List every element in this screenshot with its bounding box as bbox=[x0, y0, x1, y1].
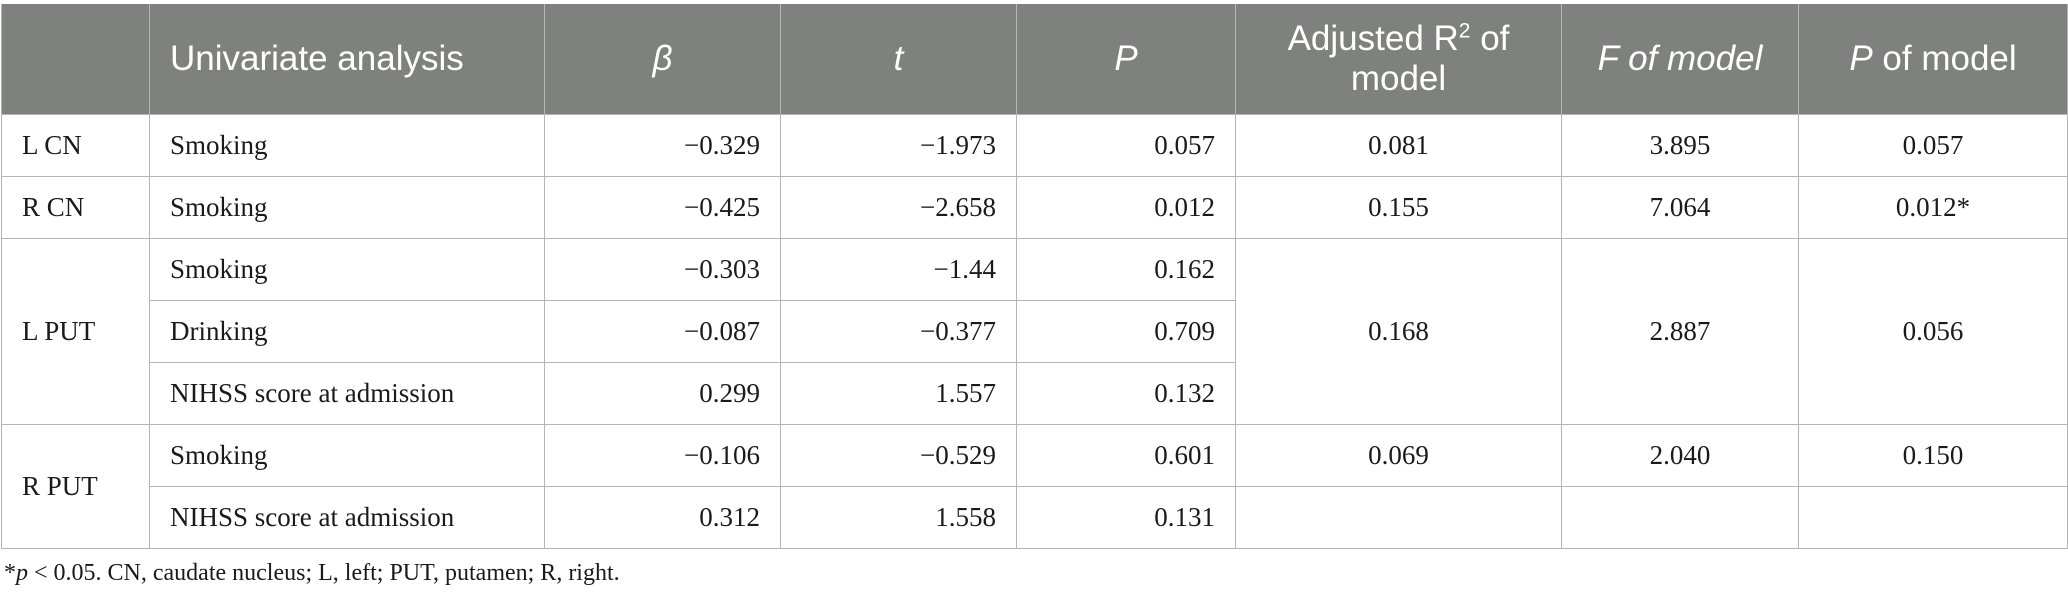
variable-cell: Smoking bbox=[149, 114, 545, 177]
p-model-cell: 0.012* bbox=[1798, 176, 2068, 239]
table-row: L PUT Smoking −0.303 −1.44 0.162 0.168 2… bbox=[1, 238, 2068, 425]
header-adjusted-r2-post: of model bbox=[1350, 19, 1510, 98]
header-region bbox=[1, 4, 150, 115]
p-model-cell: 0.056 bbox=[1798, 238, 2068, 425]
p-cell: 0.162 bbox=[1016, 238, 1236, 301]
table-row: Drinking −0.087 −0.377 0.709 bbox=[2, 300, 2068, 363]
header-f-of-model: F of model bbox=[1561, 4, 1799, 115]
p-cell: 0.057 bbox=[1016, 114, 1236, 177]
adjusted-r2-cell: 0.168 bbox=[1235, 238, 1562, 425]
f-cell: 3.895 bbox=[1561, 114, 1799, 177]
header-t: t bbox=[780, 4, 1017, 115]
t-cell: 1.558 bbox=[780, 486, 1017, 549]
variable-cell: Smoking bbox=[149, 424, 545, 487]
beta-cell: −0.329 bbox=[544, 114, 781, 177]
beta-cell: −0.106 bbox=[544, 424, 781, 487]
variable-cell: NIHSS score at admission bbox=[149, 362, 545, 425]
t-cell: −2.658 bbox=[780, 176, 1017, 239]
empty-cell bbox=[1798, 486, 2068, 549]
region-cell: L PUT bbox=[1, 238, 150, 425]
empty-cell bbox=[1235, 486, 1562, 549]
beta-cell: −0.303 bbox=[544, 238, 781, 301]
footnote-p: p bbox=[16, 560, 28, 586]
p-cell: 0.131 bbox=[1016, 486, 1236, 549]
header-adjusted-r2-sup: 2 bbox=[1458, 19, 1471, 43]
region-cell: R PUT bbox=[1, 424, 150, 549]
beta-cell: −0.425 bbox=[544, 176, 781, 239]
f-cell: 7.064 bbox=[1561, 176, 1799, 239]
header-p-of-model-p: P bbox=[1849, 39, 1873, 78]
p-cell: 0.132 bbox=[1016, 362, 1236, 425]
header-beta: β bbox=[544, 4, 781, 115]
region-cell: R CN bbox=[1, 176, 150, 239]
t-cell: −0.377 bbox=[780, 300, 1017, 363]
variable-cell: Smoking bbox=[149, 176, 545, 239]
table-footnote: *p < 0.05. CN, caudate nucleus; L, left;… bbox=[4, 560, 620, 587]
p-model-cell: 0.150 bbox=[1798, 424, 2068, 487]
variable-cell: Smoking bbox=[149, 238, 545, 301]
adjusted-r2-cell: 0.081 bbox=[1235, 114, 1562, 177]
f-cell: 2.040 bbox=[1561, 424, 1799, 487]
footnote-star: * bbox=[4, 560, 16, 586]
beta-cell: −0.087 bbox=[544, 300, 781, 363]
header-p-of-model: P of model bbox=[1798, 4, 2068, 115]
p-cell: 0.709 bbox=[1016, 300, 1236, 363]
p-model-cell: 0.057 bbox=[1798, 114, 2068, 177]
adjusted-r2-cell: 0.069 bbox=[1235, 424, 1562, 487]
variable-cell: Drinking bbox=[149, 300, 545, 363]
beta-cell: 0.299 bbox=[544, 362, 781, 425]
variable-cell: NIHSS score at admission bbox=[149, 486, 545, 549]
beta-cell: 0.312 bbox=[544, 486, 781, 549]
table-row: NIHSS score at admission 0.299 1.557 0.1… bbox=[2, 362, 2068, 425]
header-adjusted-r2-pre: Adjusted R bbox=[1287, 19, 1459, 58]
f-cell: 2.887 bbox=[1561, 238, 1799, 425]
p-cell: 0.601 bbox=[1016, 424, 1236, 487]
footnote-text: < 0.05. CN, caudate nucleus; L, left; PU… bbox=[28, 560, 620, 586]
header-p-of-model-rest: of model bbox=[1872, 39, 2017, 78]
t-cell: −0.529 bbox=[780, 424, 1017, 487]
header-p: P bbox=[1016, 4, 1236, 115]
table-row: L CN Smoking −0.329 −1.973 0.057 0.081 3… bbox=[1, 114, 2068, 177]
header-adjusted-r2: Adjusted R2 of model bbox=[1235, 4, 1562, 115]
empty-cell bbox=[1561, 486, 1799, 549]
t-cell: −1.973 bbox=[780, 114, 1017, 177]
results-table: Univariate analysis β t P Adjusted R2 of… bbox=[1, 4, 2068, 549]
header-row: Univariate analysis β t P Adjusted R2 of… bbox=[1, 4, 2068, 115]
header-univariate-analysis: Univariate analysis bbox=[149, 4, 545, 115]
table-row: NIHSS score at admission 0.312 1.558 0.1… bbox=[2, 486, 2068, 549]
p-cell: 0.012 bbox=[1016, 176, 1236, 239]
t-cell: −1.44 bbox=[780, 238, 1017, 301]
t-cell: 1.557 bbox=[780, 362, 1017, 425]
region-cell: L CN bbox=[1, 114, 150, 177]
table-row: R PUT Smoking −0.106 −0.529 0.601 0.069 … bbox=[1, 424, 2068, 549]
adjusted-r2-cell: 0.155 bbox=[1235, 176, 1562, 239]
table-row: R CN Smoking −0.425 −2.658 0.012 0.155 7… bbox=[1, 176, 2068, 239]
